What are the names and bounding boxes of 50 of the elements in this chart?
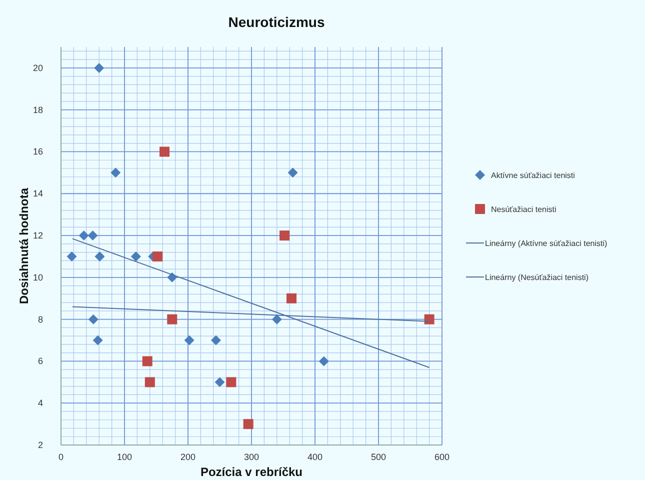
point bbox=[167, 314, 178, 324]
point bbox=[152, 251, 163, 262]
point bbox=[280, 230, 290, 241]
point bbox=[88, 230, 98, 241]
point bbox=[130, 251, 141, 262]
point bbox=[424, 314, 434, 324]
x-tick-label: 0 bbox=[58, 452, 64, 462]
x-tick-label: 200 bbox=[180, 452, 196, 462]
y-tick-label: 4 bbox=[38, 398, 43, 408]
x-tick-label: 300 bbox=[244, 452, 260, 462]
x-axis-title: Pozícia v rebríčku bbox=[200, 465, 303, 479]
point bbox=[210, 335, 221, 346]
point bbox=[226, 377, 236, 388]
legend-label: Nesúťažiaci tenisti bbox=[491, 205, 556, 214]
x-tick-label: 600 bbox=[434, 452, 450, 462]
point bbox=[272, 314, 282, 324]
legend-label: Aktívne súťažiaci tenisti bbox=[491, 171, 576, 180]
point bbox=[167, 272, 178, 282]
y-tick-label: 12 bbox=[32, 230, 43, 241]
y-tick-label: 18 bbox=[32, 104, 43, 115]
point bbox=[110, 168, 121, 178]
y-axis-title: Dosiahnutá hodnota bbox=[17, 188, 31, 304]
y-tick-label: 6 bbox=[38, 356, 43, 366]
legend-label: Lineárny (Nesúťažiaci tenisti) bbox=[485, 273, 589, 282]
legend-label: Lineárny (Aktívne súťažiaci tenisti) bbox=[485, 239, 608, 248]
y-tick-label: 2 bbox=[38, 440, 43, 450]
point bbox=[214, 377, 225, 388]
y-tick-label: 8 bbox=[38, 314, 43, 324]
x-tick-label: 400 bbox=[307, 452, 323, 462]
point bbox=[286, 293, 297, 304]
point bbox=[243, 419, 254, 430]
point bbox=[88, 314, 98, 324]
point bbox=[144, 377, 155, 388]
chart-title: Neuroticizmus bbox=[228, 14, 325, 30]
y-tick-label: 10 bbox=[32, 272, 43, 282]
point bbox=[160, 146, 170, 157]
point bbox=[92, 335, 103, 346]
point bbox=[94, 62, 104, 73]
x-tick-label: 500 bbox=[370, 452, 386, 462]
point bbox=[288, 168, 298, 178]
y-tick-label: 14 bbox=[32, 188, 43, 199]
point bbox=[184, 335, 194, 346]
point bbox=[94, 251, 105, 262]
y-tick-label: 16 bbox=[32, 146, 43, 157]
point bbox=[318, 356, 329, 366]
point bbox=[78, 230, 89, 241]
y-tick-label: 20 bbox=[32, 62, 43, 73]
point bbox=[142, 356, 152, 366]
x-tick-label: 100 bbox=[116, 452, 132, 462]
point bbox=[66, 251, 77, 262]
